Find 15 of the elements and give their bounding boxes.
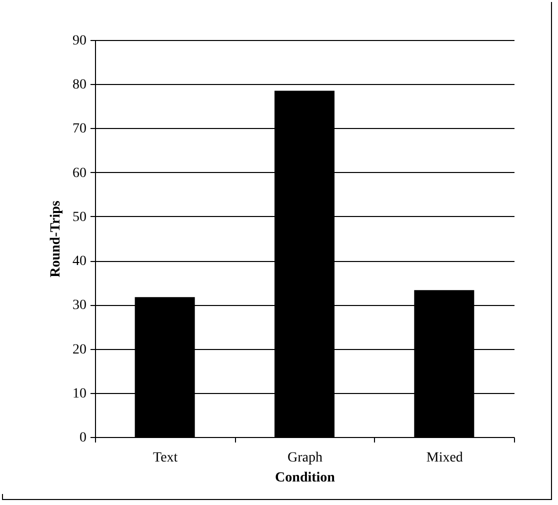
y-tick-label: 20 [72,342,86,358]
x-axis-title: Condition [275,470,336,486]
y-tick-label: 30 [72,298,86,314]
y-tick-label: 40 [72,254,86,270]
y-tick-label: 50 [72,210,86,225]
x-tick-label: Graph [288,450,322,466]
x-tick-label: Mixed [426,450,463,466]
y-tick-label: 90 [72,34,86,48]
y-axis-title: Round-Trips [48,200,64,278]
y-tick-label: 10 [72,386,86,402]
y-tick-label: 0 [80,430,86,446]
y-tick-label: 60 [72,166,86,181]
y-tick-label: 80 [72,78,86,93]
x-tick-label: Text [152,450,178,466]
y-tick-label: 70 [72,122,86,137]
